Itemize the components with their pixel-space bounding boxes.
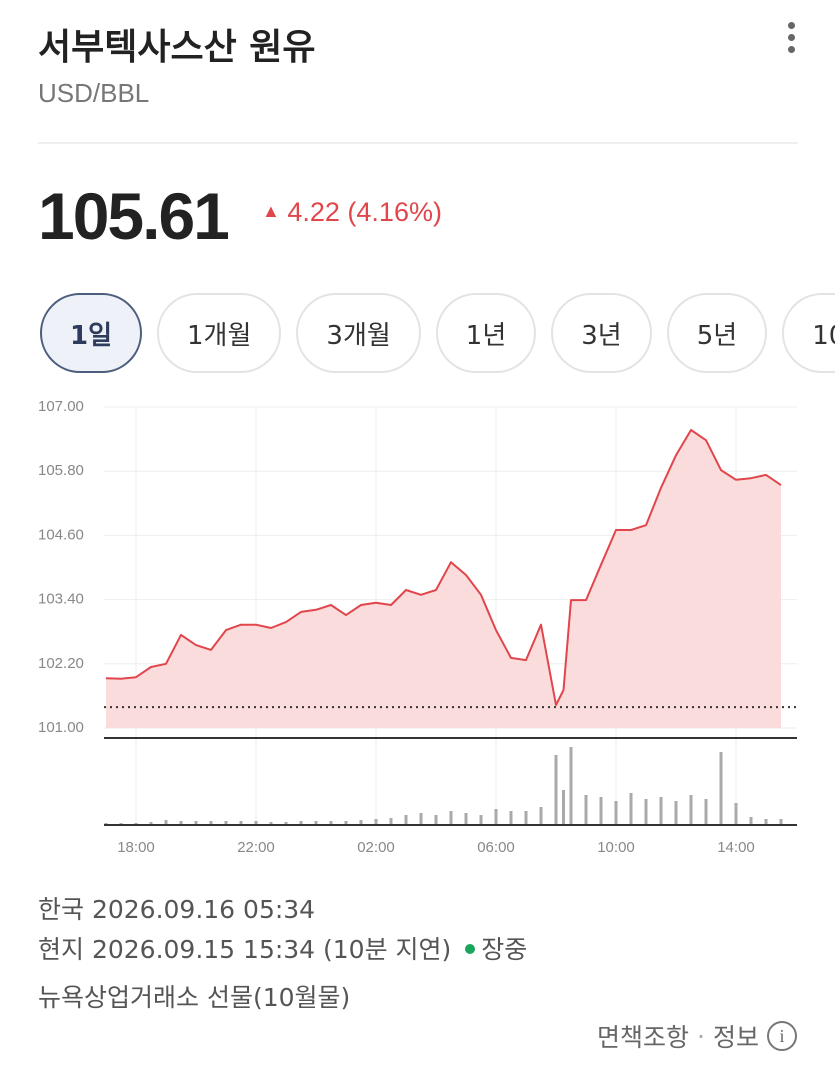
period-tab[interactable]: 3년	[551, 293, 652, 373]
title: 서부텍사스산 원유	[38, 27, 316, 68]
x-tick-label: 06:00	[477, 839, 515, 856]
change-value: 4.22	[287, 197, 340, 227]
volume-bar	[149, 822, 153, 825]
period-tab[interactable]: 10년	[782, 293, 835, 373]
volume-bar	[659, 797, 663, 825]
info-icon[interactable]: i	[767, 1021, 797, 1051]
volume-bar	[374, 819, 378, 825]
volume-bar	[674, 801, 678, 825]
disclaimer-link[interactable]: 면책조항	[597, 1023, 690, 1052]
period-tab[interactable]: 1일	[40, 293, 143, 373]
separator: ·	[697, 1021, 705, 1051]
volume-bar	[509, 811, 513, 825]
volume-bar	[194, 821, 198, 825]
volume-bar	[644, 799, 648, 825]
volume-bar	[719, 752, 723, 825]
volume-bar	[449, 811, 453, 825]
period-tab[interactable]: 5년	[666, 293, 768, 373]
change: ▲ 4.22 (4.16%)	[262, 197, 442, 228]
volume-bar	[494, 809, 498, 825]
volume-bar	[299, 821, 303, 825]
y-tick-label: 105.80	[38, 462, 84, 479]
volume-bar	[689, 795, 693, 825]
volume-bar	[239, 821, 243, 825]
volume-bar	[164, 820, 168, 825]
price-line	[105, 429, 782, 706]
footer: 면책조항 · 정보 i	[597, 1018, 797, 1054]
more-menu[interactable]	[788, 22, 800, 58]
price: 105.61	[38, 179, 230, 253]
korea-time: 한국 2026.09.16 05:34	[38, 895, 316, 924]
volume-bar	[599, 797, 603, 825]
x-tick-label: 22:00	[237, 839, 275, 856]
exchange: 뉴욕상업거래소 선물(10월물)	[38, 983, 351, 1012]
volume-bar	[562, 790, 565, 825]
volume-bar	[629, 793, 633, 825]
period-tab[interactable]: 3개월	[296, 293, 421, 373]
volume-bar	[344, 821, 348, 825]
period-tab[interactable]: 1개월	[157, 293, 282, 373]
volume-bar	[284, 822, 288, 825]
volume-bar	[224, 821, 228, 825]
volume-bar	[329, 821, 333, 825]
period-tab[interactable]: 1년	[435, 293, 537, 373]
volume-bar	[554, 755, 558, 825]
up-arrow: ▲	[262, 201, 280, 221]
volume-bar	[734, 803, 738, 825]
volume-bar	[704, 799, 708, 825]
area	[106, 430, 781, 728]
subtitle: USD/BBL	[38, 78, 150, 108]
divider	[38, 142, 798, 144]
volume-bar	[359, 820, 363, 825]
volume-bar	[389, 818, 393, 825]
y-tick-label: 101.00	[38, 719, 84, 736]
volume-bar	[764, 819, 768, 825]
change-percent: (4.16%)	[347, 197, 442, 227]
volume-bar	[404, 815, 408, 825]
volume-bar	[779, 819, 783, 825]
status-dot	[465, 944, 476, 954]
volume-bar	[179, 821, 183, 825]
x-tick-label: 10:00	[597, 839, 635, 856]
volume-bar	[569, 747, 573, 825]
chart: 101.00 102.20 103.40 104.60 105.80 107.00 18:0…	[38, 398, 797, 856]
local-time: 현지 2026.09.15 15:34 (10분 지연)	[38, 935, 452, 964]
volume-bar	[434, 815, 438, 825]
x-tick-label: 02:00	[357, 839, 395, 856]
info-link[interactable]: 정보	[712, 1023, 759, 1052]
volume-bar	[584, 795, 588, 825]
y-tick-label: 107.00	[38, 398, 84, 415]
volume-bar	[524, 811, 528, 825]
volume-bar	[314, 821, 318, 825]
volume-bar	[614, 801, 618, 825]
y-tick-label: 102.20	[38, 655, 84, 672]
y-tick-label: 103.40	[38, 591, 84, 608]
volume-bar	[209, 821, 213, 825]
x-tick-label: 14:00	[717, 839, 755, 856]
volume-bar	[464, 813, 468, 825]
local-time-row: 현지 2026.09.15 15:34 (10분 지연) 장중	[38, 930, 527, 966]
volume-bar	[419, 813, 423, 825]
volume-bar	[254, 821, 258, 825]
volume-bar	[539, 807, 543, 825]
volume-bar	[269, 822, 273, 825]
volume-bar	[479, 815, 483, 825]
y-tick-label: 104.60	[38, 526, 84, 543]
volume-bar	[749, 817, 753, 825]
x-tick-label: 18:00	[117, 839, 155, 856]
status: 장중	[481, 935, 528, 964]
